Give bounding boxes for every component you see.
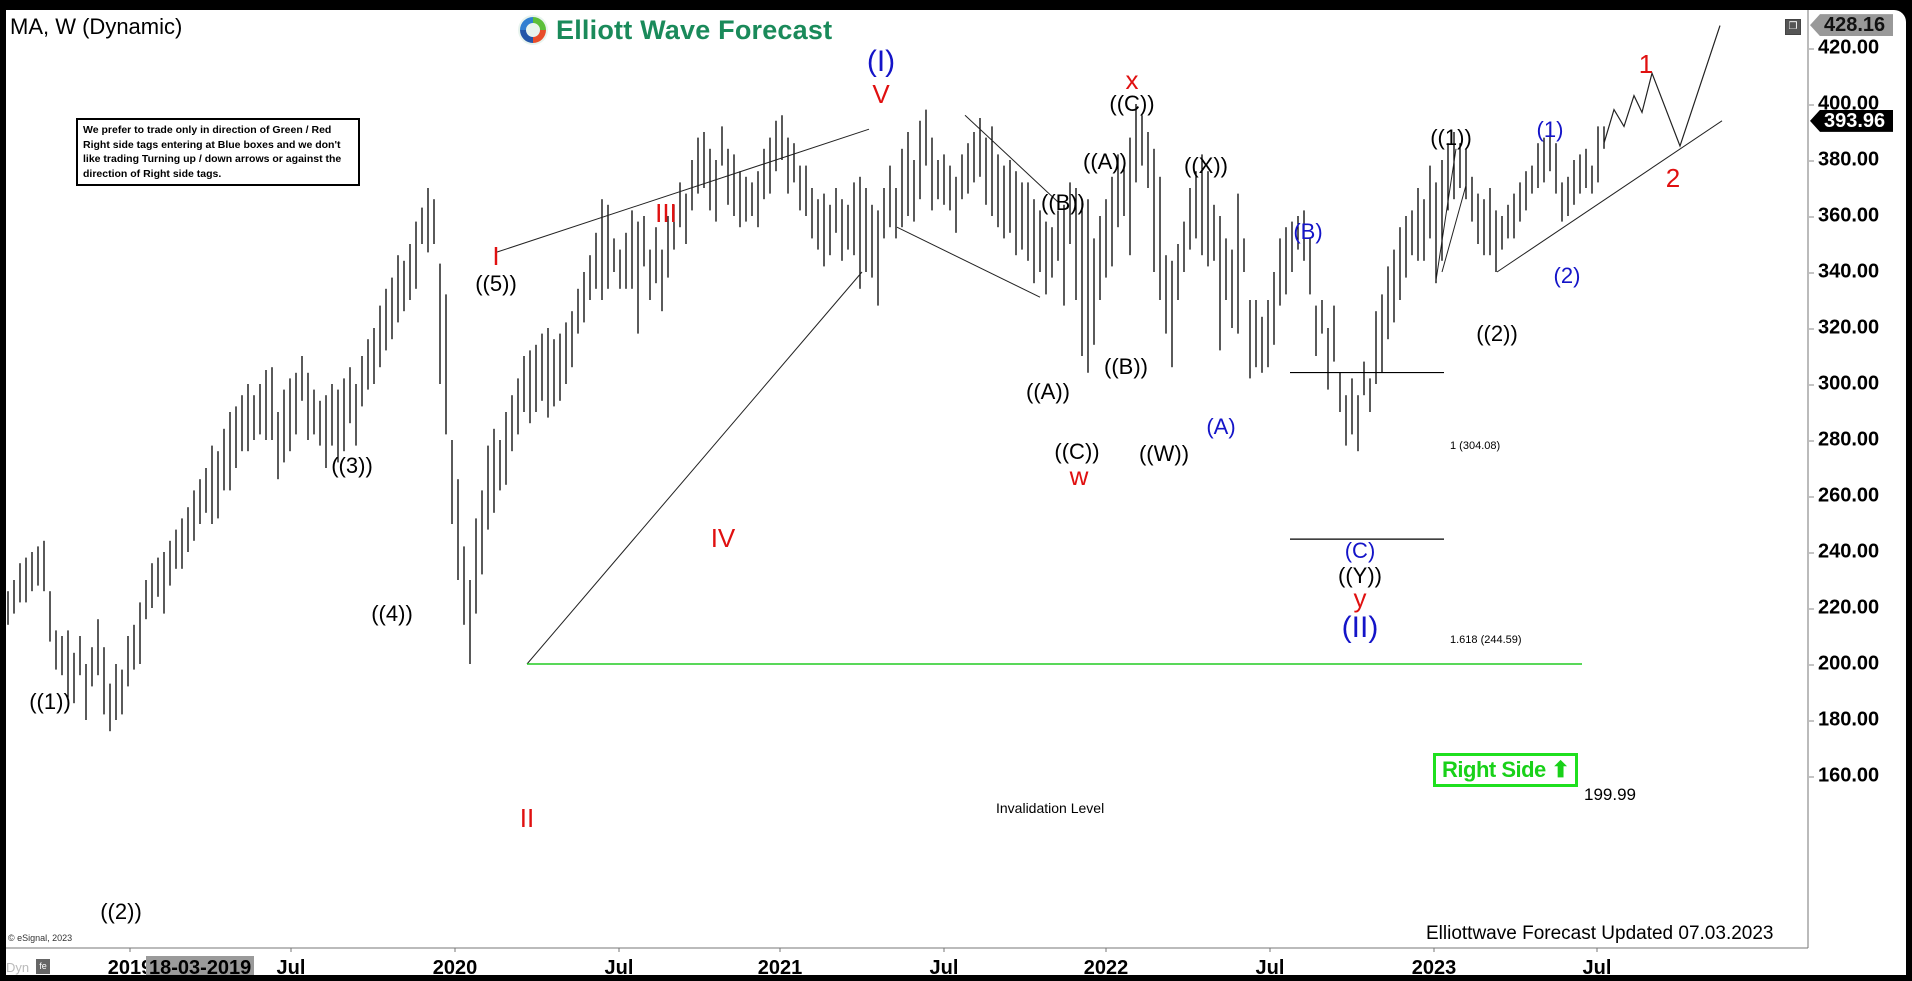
wave-label: IV (710, 523, 736, 553)
wave-channel-line (495, 128, 870, 253)
wave-label: (A) (1206, 414, 1236, 439)
wave-label: ((A)) (1026, 379, 1070, 404)
period-high-price-tag: 428.16 (1810, 14, 1894, 37)
wave-channel-line (1435, 148, 1457, 281)
wave-label: (II) (1341, 611, 1379, 644)
wave-channel-line (896, 226, 1041, 298)
wave-label: 2 (1665, 163, 1681, 193)
wave-label: II (519, 803, 535, 833)
wave-label: ((3)) (331, 453, 373, 478)
wave-label: y (1353, 583, 1367, 613)
wave-channel-line (1441, 185, 1467, 273)
wave-label: ((W)) (1138, 441, 1190, 466)
right-side-label: Right Side (1442, 757, 1546, 782)
price-tick-label: 360.00 (1808, 204, 1880, 227)
wave-label: (1) (1536, 117, 1564, 142)
price-tick-label: 320.00 (1808, 316, 1880, 339)
price-tick-label: 400.00 (1808, 92, 1880, 115)
time-tick-label: Jul (1582, 957, 1612, 975)
wave-channel-line (964, 114, 1059, 203)
cursor-date-tag: 18-03-2019 (146, 956, 255, 975)
price-tick-label: 280.00 (1808, 428, 1880, 451)
wave-label: ((1)) (29, 689, 71, 714)
dynamic-mode-label[interactable]: Dyn (6, 960, 30, 975)
time-tick-label: 2020 (432, 957, 478, 975)
invalidation-label: Invalidation Level (996, 800, 1105, 816)
wave-label: 1 (1638, 49, 1654, 79)
price-tick-label: 340.00 (1808, 260, 1880, 283)
time-tick-label: Jul (1255, 957, 1285, 975)
time-tick-label: 2023 (1411, 957, 1457, 975)
price-tick-label: 300.00 (1808, 372, 1880, 395)
chart-window: MA, W (Dynamic) Elliott Wave Forecast We… (6, 10, 1906, 975)
time-tick-label: 2021 (757, 957, 803, 975)
time-tick-label: 2019 (107, 957, 153, 975)
right-side-tag: Right Side ⬆ (1433, 753, 1579, 787)
wave-label: ((C)) (1054, 439, 1100, 464)
time-tick-label: Jul (276, 957, 306, 975)
price-axis[interactable]: 420.00 400.00 380.00 360.00 340.00 320.00 300.… (1808, 10, 1906, 975)
wave-label: (C) (1344, 538, 1376, 563)
last-price-tag: 393.96 (1810, 109, 1894, 132)
elliott-wave-logo: Elliott Wave Forecast (516, 13, 832, 47)
logo-swirl-icon (518, 15, 548, 45)
wave-label: ((C)) (1109, 91, 1155, 116)
wave-label: ((5)) (475, 271, 517, 296)
wave-label: ((1)) (1430, 125, 1472, 150)
wave-label: (2) (1553, 263, 1581, 288)
invalidation-price: 199.99 (1584, 785, 1636, 804)
symbol-title: MA, W (Dynamic) (10, 14, 183, 39)
trading-notice-box: We prefer to trade only in direction of … (76, 118, 360, 186)
price-tick-label: 260.00 (1808, 484, 1880, 507)
restore-window-icon[interactable]: ❐ (1785, 19, 1801, 35)
wave-label: V (872, 79, 890, 109)
price-tick-label: 220.00 (1808, 596, 1880, 619)
time-axis[interactable]: 2019 Jul 2020 Jul 2021 Jul 2022 Jul 2023 Jul (6, 957, 1808, 975)
price-tick-label: 160.00 (1808, 764, 1880, 787)
wave-label: (I) (866, 45, 896, 78)
time-tick-label: 2022 (1083, 957, 1129, 975)
price-chart-canvas[interactable] (6, 10, 1906, 975)
wave-label: ((B)) (1041, 190, 1085, 215)
wave-label: x (1125, 65, 1139, 95)
price-tick-label: 180.00 (1808, 708, 1880, 731)
copyright-text: © eSignal, 2023 (8, 933, 73, 943)
time-tick-label: Jul (929, 957, 959, 975)
wave-label: ((B)) (1104, 354, 1148, 379)
logo-text: Elliott Wave Forecast (556, 14, 833, 45)
wave-channel-line (1496, 120, 1723, 273)
wave-label: (B) (1293, 219, 1323, 244)
fib-extension-1: 1 (304.08) (1450, 440, 1501, 452)
fib-extension-1618: 1.618 (244.59) (1450, 634, 1522, 646)
wave-channel-line (526, 271, 863, 665)
wave-label: I (492, 241, 500, 271)
price-tick-label: 240.00 (1808, 540, 1880, 563)
updated-stamp: Elliottwave Forecast Updated 07.03.2023 (1426, 923, 1774, 944)
wave-label: ((2)) (100, 899, 142, 924)
wave-label: III (655, 198, 677, 228)
wave-label: w (1069, 461, 1089, 491)
price-tick-label: 200.00 (1808, 652, 1880, 675)
price-tick-label: 420.00 (1808, 36, 1880, 59)
lock-icon[interactable]: fe (36, 959, 50, 974)
time-tick-label: Jul (604, 957, 634, 975)
wave-label: ((4)) (371, 601, 413, 626)
projection-path (1603, 25, 1721, 148)
wave-label: ((Y)) (1338, 563, 1382, 588)
wave-label: ((2)) (1476, 321, 1518, 346)
wave-label: ((X)) (1184, 153, 1228, 178)
up-arrow-icon: ⬆ (1551, 757, 1570, 782)
price-tick-label: 380.00 (1808, 148, 1880, 171)
wave-label: ((A)) (1083, 149, 1127, 174)
